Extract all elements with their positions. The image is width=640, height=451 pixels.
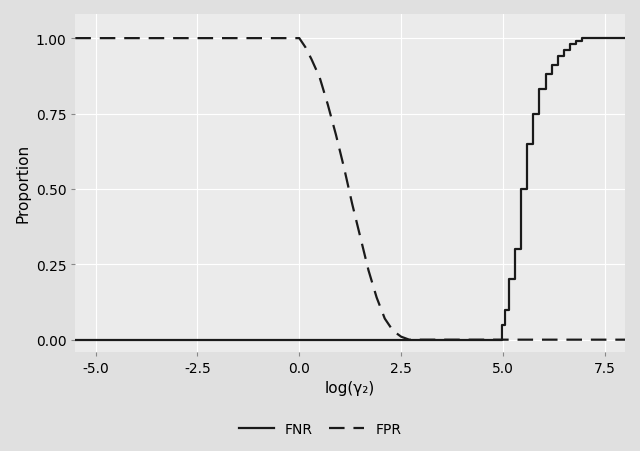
Legend: FNR, FPR: FNR, FPR — [233, 417, 407, 442]
X-axis label: log(γ₂): log(γ₂) — [325, 381, 375, 396]
Y-axis label: Proportion: Proportion — [15, 144, 30, 223]
